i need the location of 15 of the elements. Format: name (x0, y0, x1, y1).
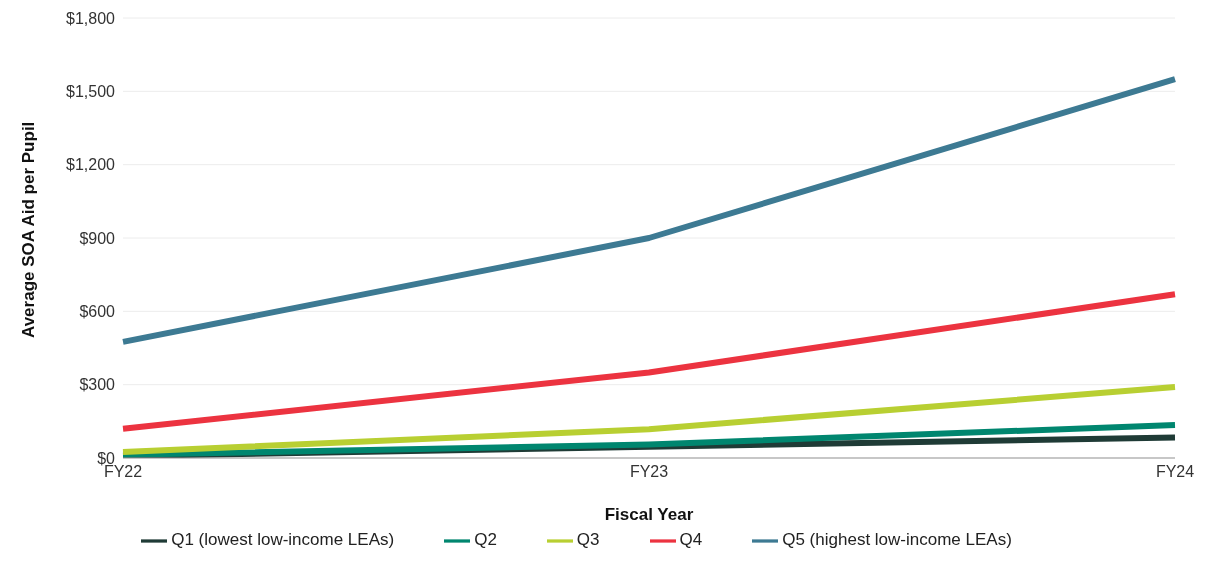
legend-label: Q5 (highest low-income LEAs) (782, 530, 1012, 550)
legend-label: Q2 (474, 530, 497, 550)
y-axis-title: Average SOA Aid per Pupil (19, 121, 39, 338)
x-tick-label: FY24 (1155, 463, 1195, 481)
legend-label: Q1 (lowest low-income LEAs) (171, 530, 395, 550)
y-tick-label: $600 (79, 303, 116, 321)
x-axis-title: Fiscal Year (604, 505, 694, 524)
y-tick-label: $1,500 (66, 83, 116, 101)
legend-label: Q4 (679, 530, 703, 550)
y-tick-label: $300 (79, 376, 116, 394)
x-tick-label: FY23 (629, 463, 669, 481)
y-tick-label: $1,800 (66, 9, 116, 27)
y-tick-label: $1,200 (66, 156, 116, 174)
legend-label: Q3 (576, 530, 600, 550)
y-tick-label: $900 (79, 229, 116, 247)
